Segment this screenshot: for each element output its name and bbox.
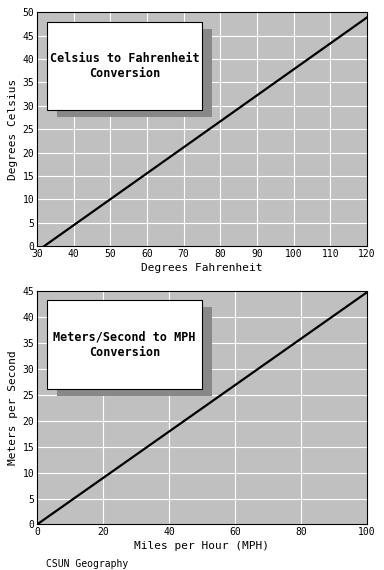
Bar	[57, 28, 212, 117]
Y-axis label: Degrees Celsius: Degrees Celsius	[8, 79, 18, 180]
Text: CSUN Geography: CSUN Geography	[46, 559, 128, 569]
X-axis label: Degrees Fahrenheit: Degrees Fahrenheit	[141, 263, 263, 273]
Bar	[47, 22, 202, 111]
Text: Celsius to Fahrenheit
Conversion: Celsius to Fahrenheit Conversion	[50, 52, 199, 80]
Bar	[57, 307, 212, 396]
X-axis label: Miles per Hour (MPH): Miles per Hour (MPH)	[134, 542, 270, 551]
Y-axis label: Meters per Second: Meters per Second	[8, 350, 18, 465]
Bar	[47, 300, 202, 389]
Text: Meters/Second to MPH
Conversion: Meters/Second to MPH Conversion	[53, 331, 196, 359]
